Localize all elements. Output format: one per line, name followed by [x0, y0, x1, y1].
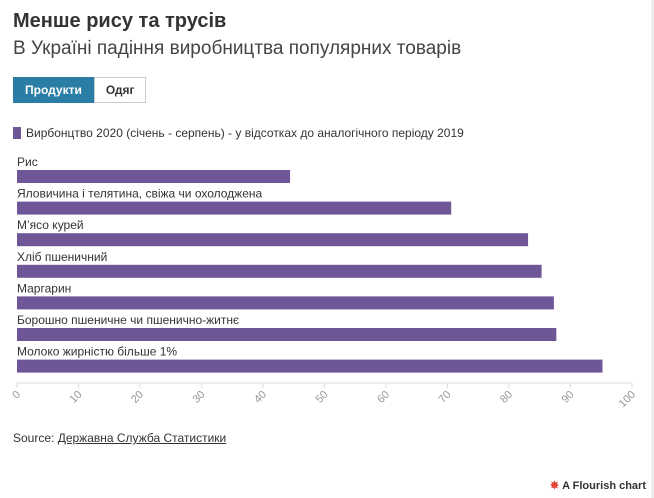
tab-group: Продукти Одяг [13, 77, 147, 103]
bar-label: Рис [17, 155, 38, 169]
tab-clothing[interactable]: Одяг [93, 77, 147, 103]
x-tick-label: 10 [67, 389, 84, 406]
x-tick-label: 50 [313, 389, 330, 406]
bar-label: Хліб пшеничний [17, 250, 107, 264]
scrollbar[interactable] [651, 0, 654, 498]
bar-label: Маргарин [17, 281, 71, 295]
x-tick-label: 100 [617, 389, 638, 410]
x-tick-label: 0 [10, 389, 23, 402]
flourish-logo-icon: ✸ [549, 480, 560, 492]
bar[interactable] [17, 233, 529, 247]
source: Source: Державна Служба Статистики [13, 431, 226, 445]
legend-swatch [13, 127, 21, 139]
x-tick-label: 80 [498, 389, 515, 406]
bar-label: Борошно пшеничне чи пшенично-житнє [17, 313, 239, 327]
source-prefix: Source: [13, 431, 58, 445]
x-tick-label: 20 [129, 389, 146, 406]
bar[interactable] [17, 201, 452, 215]
chart-title: Менше рису та трусів [13, 10, 227, 32]
flourish-credit[interactable]: ✸ A Flourish chart [549, 479, 646, 493]
bar[interactable] [17, 264, 542, 278]
bar[interactable] [17, 170, 291, 183]
flourish-label: A Flourish chart [562, 479, 646, 492]
chart-subtitle: В Україні падіння виробництва популярних… [13, 38, 462, 59]
source-link[interactable]: Державна Служба Статистики [57, 431, 227, 445]
x-tick-label: 70 [436, 389, 453, 406]
legend: Вирбонцтво 2020 (січень - серпень) - у в… [13, 126, 464, 140]
x-tick-label: 30 [190, 389, 207, 406]
bar-label: Молоко жирністю більше 1% [17, 345, 177, 359]
bar[interactable] [17, 296, 554, 310]
x-tick-label: 40 [252, 389, 269, 406]
bar-label: Яловичина і телятина, свіжа чи охолоджен… [17, 187, 263, 201]
x-tick-label: 60 [375, 389, 392, 406]
bar[interactable] [17, 328, 557, 341]
tab-products[interactable]: Продукти [13, 77, 94, 103]
legend-label: Вирбонцтво 2020 (січень - серпень) - у в… [26, 126, 464, 140]
x-tick-label: 90 [559, 389, 576, 406]
bar-label: М’ясо курей [17, 218, 84, 232]
bar[interactable] [17, 359, 603, 373]
